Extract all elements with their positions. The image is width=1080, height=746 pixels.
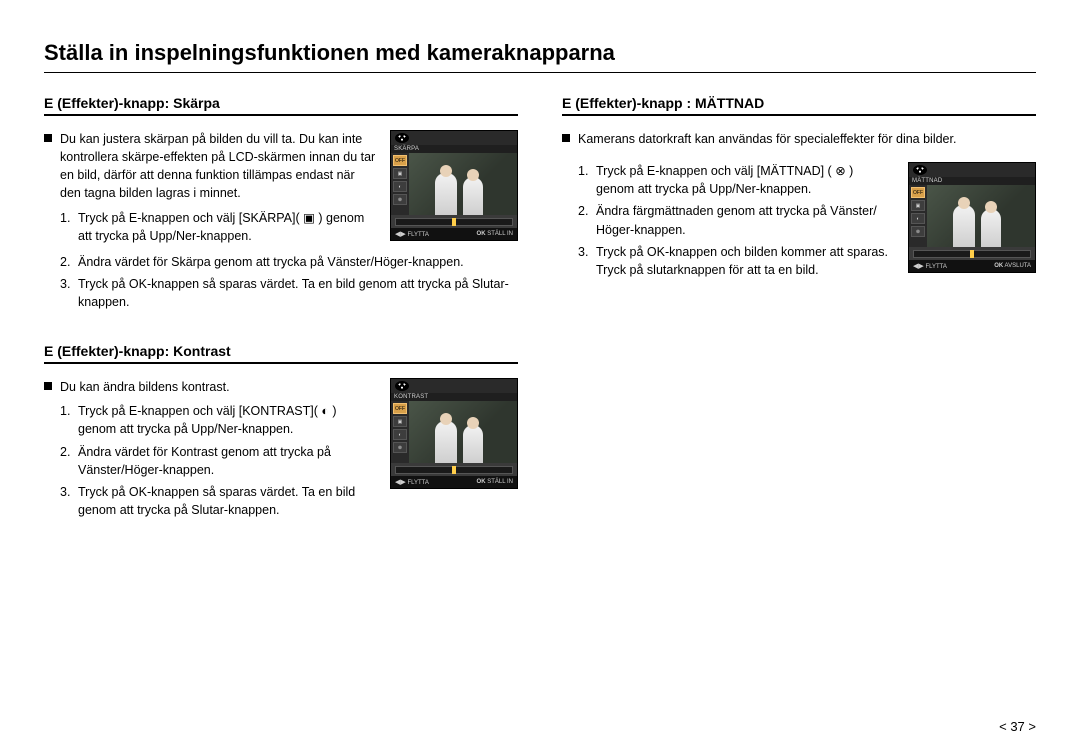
- section-skarpa: E (Effekter)-knapp: Skärpa Du kan juster…: [44, 95, 518, 311]
- lcd-label: SKÄRPA: [391, 145, 517, 153]
- lcd-bottom-bar: ◀▶ FLYTTA OK STÄLL IN: [391, 476, 517, 488]
- lcd-sidebar: OFF ▣ ◐ ⊗: [909, 185, 927, 247]
- bullet-square-icon: [562, 134, 570, 142]
- lcd-side-off: OFF: [393, 155, 407, 166]
- lcd-sidebar: OFF ▣ ◐ ⊗: [391, 401, 409, 463]
- step-item: 3.Tryck på OK-knappen så sparas värdet. …: [60, 275, 518, 311]
- right-column: E (Effekter)-knapp : MÄTTNAD Kamerans da…: [562, 95, 1036, 555]
- lcd-side-icon: ▣: [393, 416, 407, 427]
- lcd-side-icon: ⊗: [911, 226, 925, 237]
- lcd-side-icon: ◐: [393, 181, 407, 192]
- step-item: 3.Tryck på OK-knappen så sparas värdet. …: [60, 483, 376, 519]
- intro-skarpa: Du kan justera skärpan på bilden du vill…: [60, 130, 376, 203]
- text-mattnad: 1.Tryck på E-knappen och välj [MÄTTNAD] …: [562, 162, 894, 283]
- heading-kontrast: E (Effekter)-knapp: Kontrast: [44, 343, 518, 364]
- page-title: Ställa in inspelningsfunktionen med kame…: [44, 40, 1036, 73]
- lcd-side-icon: ◐: [911, 213, 925, 224]
- palette-icon: [395, 381, 409, 391]
- lcd-label: MÄTTNAD: [909, 177, 1035, 185]
- lcd-slider: [395, 466, 513, 474]
- lcd-side-icon: ⊗: [393, 442, 407, 453]
- lcd-sidebar: OFF ▣ ◐ ⊗: [391, 153, 409, 215]
- lcd-slider: [395, 218, 513, 226]
- step-item: 2.Ändra värdet för Kontrast genom att tr…: [60, 443, 376, 479]
- two-column-layout: E (Effekter)-knapp: Skärpa Du kan juster…: [44, 95, 1036, 555]
- intro-kontrast: Du kan ändra bildens kontrast.: [60, 378, 376, 396]
- text-skarpa: Du kan justera skärpan på bilden du vill…: [44, 130, 376, 249]
- lcd-photo: [409, 153, 517, 215]
- bullet-square-icon: [44, 382, 52, 390]
- lcd-side-off: OFF: [911, 187, 925, 198]
- lcd-preview-mattnad: MÄTTNAD OFF ▣ ◐ ⊗: [908, 162, 1036, 273]
- lcd-side-icon: ◐: [393, 429, 407, 440]
- step-item: 2.Ändra värdet för Skärpa genom att tryc…: [60, 253, 518, 271]
- lcd-photo: [927, 185, 1035, 247]
- step-item: 1.Tryck på E-knappen och välj [MÄTTNAD] …: [578, 162, 894, 198]
- lcd-side-icon: ⊗: [393, 194, 407, 205]
- lcd-side-icon: ▣: [911, 200, 925, 211]
- lcd-side-off: OFF: [393, 403, 407, 414]
- palette-icon: [913, 165, 927, 175]
- lcd-photo: [409, 401, 517, 463]
- section-mattnad: E (Effekter)-knapp : MÄTTNAD Kamerans da…: [562, 95, 1036, 283]
- left-column: E (Effekter)-knapp: Skärpa Du kan juster…: [44, 95, 518, 555]
- page-number: < 37 >: [999, 719, 1036, 734]
- text-kontrast: Du kan ändra bildens kontrast. 1.Tryck p…: [44, 378, 376, 523]
- step-item: 1.Tryck på E-knappen och välj [SKÄRPA]( …: [60, 209, 376, 245]
- lcd-slider: [913, 250, 1031, 258]
- lcd-preview-kontrast: KONTRAST OFF ▣ ◐ ⊗: [390, 378, 518, 489]
- lcd-side-icon: ▣: [393, 168, 407, 179]
- lcd-bottom-bar: ◀▶ FLYTTA OK AVSLUTA: [909, 260, 1035, 272]
- lcd-label: KONTRAST: [391, 393, 517, 401]
- step-item: 3.Tryck på OK-knappen och bilden kommer …: [578, 243, 894, 279]
- lcd-bottom-bar: ◀▶ FLYTTA OK STÄLL IN: [391, 228, 517, 240]
- intro-mattnad: Kamerans datorkraft kan användas för spe…: [578, 130, 1036, 148]
- heading-mattnad: E (Effekter)-knapp : MÄTTNAD: [562, 95, 1036, 116]
- section-kontrast: E (Effekter)-knapp: Kontrast Du kan ändr…: [44, 343, 518, 523]
- step-item: 1.Tryck på E-knappen och välj [KONTRAST]…: [60, 402, 376, 438]
- bullet-square-icon: [44, 134, 52, 142]
- palette-icon: [395, 133, 409, 143]
- heading-skarpa: E (Effekter)-knapp: Skärpa: [44, 95, 518, 116]
- lcd-preview-skarpa: SKÄRPA OFF ▣ ◐ ⊗: [390, 130, 518, 241]
- step-item: 2.Ändra färgmättnaden genom att trycka p…: [578, 202, 894, 238]
